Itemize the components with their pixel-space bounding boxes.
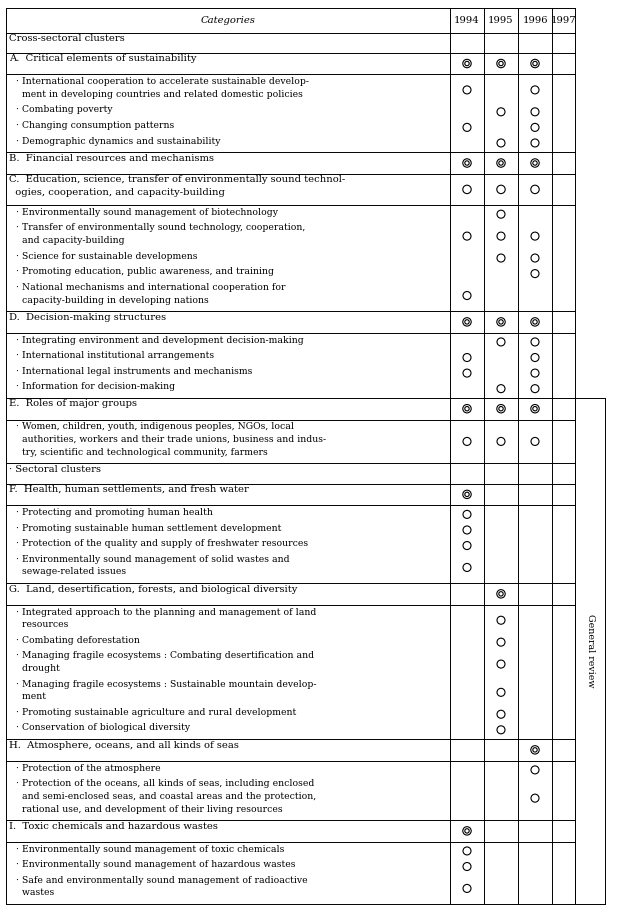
Text: · Managing fragile ecosystems : Sustainable mountain develop-: · Managing fragile ecosystems : Sustaina… [16,680,317,689]
Text: · Environmentally sound management of solid wastes and: · Environmentally sound management of so… [16,554,289,564]
Text: G.  Land, desertification, forests, and biological diversity: G. Land, desertification, forests, and b… [9,584,297,594]
Text: · Science for sustainable developmens: · Science for sustainable developmens [16,252,197,261]
Text: drought: drought [16,664,60,673]
Text: · Integrated approach to the planning and management of land: · Integrated approach to the planning an… [16,607,317,616]
Text: · National mechanisms and international cooperation for: · National mechanisms and international … [16,283,286,292]
Text: · Demographic dynamics and sustainability: · Demographic dynamics and sustainabilit… [16,136,220,145]
Text: A.  Critical elements of sustainability: A. Critical elements of sustainability [9,55,196,64]
Text: E.  Roles of major groups: E. Roles of major groups [9,399,137,408]
Text: · Promoting sustainable human settlement development: · Promoting sustainable human settlement… [16,524,281,533]
Text: D.  Decision-making structures: D. Decision-making structures [9,313,166,322]
Text: · Managing fragile ecosystems : Combating desertification and: · Managing fragile ecosystems : Combatin… [16,652,314,660]
Text: F.  Health, human settlements, and fresh water: F. Health, human settlements, and fresh … [9,485,249,494]
Text: · Sectoral clusters: · Sectoral clusters [9,464,101,474]
Text: Categories: Categories [201,15,255,25]
Text: and semi-enclosed seas, and coastal areas and the protection,: and semi-enclosed seas, and coastal area… [16,792,316,801]
Text: · Environmentally sound management of hazardous wastes: · Environmentally sound management of ha… [16,860,296,869]
Text: · Environmentally sound management of toxic chemicals: · Environmentally sound management of to… [16,844,284,854]
Text: · Conservation of biological diversity: · Conservation of biological diversity [16,724,190,733]
Text: General review: General review [586,614,595,688]
Text: try, scientific and technological community, farmers: try, scientific and technological commun… [16,448,268,457]
Text: · Women, children, youth, indigenous peoples, NGOs, local: · Women, children, youth, indigenous peo… [16,423,294,432]
Text: 1994: 1994 [454,15,480,25]
Text: rational use, and development of their living resources: rational use, and development of their l… [16,804,283,814]
Text: Cross-sectoral clusters: Cross-sectoral clusters [9,34,125,43]
Text: B.  Financial resources and mechanisms: B. Financial resources and mechanisms [9,154,214,163]
Text: wastes: wastes [16,888,54,897]
Text: · Integrating environment and development decision-making: · Integrating environment and developmen… [16,335,304,345]
Text: · Promoting sustainable agriculture and rural development: · Promoting sustainable agriculture and … [16,708,296,717]
Text: 1996: 1996 [522,15,548,25]
Text: and capacity-building: and capacity-building [16,236,125,245]
Text: · International legal instruments and mechanisms: · International legal instruments and me… [16,366,252,375]
Text: H.  Atmosphere, oceans, and all kinds of seas: H. Atmosphere, oceans, and all kinds of … [9,741,239,750]
Text: · International cooperation to accelerate sustainable develop-: · International cooperation to accelerat… [16,77,309,86]
Text: · Protecting and promoting human health: · Protecting and promoting human health [16,508,213,517]
Text: · Transfer of environmentally sound technology, cooperation,: · Transfer of environmentally sound tech… [16,224,305,233]
Text: · International institutional arrangements: · International institutional arrangemen… [16,351,214,360]
Text: capacity-building in developing nations: capacity-building in developing nations [16,295,209,305]
Text: authorities, workers and their trade unions, business and indus-: authorities, workers and their trade uni… [16,435,326,445]
Text: I.  Toxic chemicals and hazardous wastes: I. Toxic chemicals and hazardous wastes [9,822,218,831]
Text: · Information for decision-making: · Information for decision-making [16,383,175,391]
Text: · Combating poverty: · Combating poverty [16,105,113,115]
Text: resources: resources [16,620,68,629]
Text: ment in developing countries and related domestic policies: ment in developing countries and related… [16,90,303,99]
Text: · Protection of the atmosphere: · Protection of the atmosphere [16,764,160,773]
Text: ogies, cooperation, and capacity-building: ogies, cooperation, and capacity-buildin… [9,188,225,197]
Text: C.  Education, science, transfer of environmentally sound technol-: C. Education, science, transfer of envir… [9,175,346,185]
Text: ment: ment [16,693,46,702]
Text: · Promoting education, public awareness, and training: · Promoting education, public awareness,… [16,267,274,276]
Text: · Environmentally sound management of biotechnology: · Environmentally sound management of bi… [16,208,278,217]
Text: 1997: 1997 [551,15,576,25]
Text: · Protection of the oceans, all kinds of seas, including enclosed: · Protection of the oceans, all kinds of… [16,779,315,788]
Text: · Combating deforestation: · Combating deforestation [16,635,140,644]
Text: 1995: 1995 [488,15,514,25]
Text: · Changing consumption patterns: · Changing consumption patterns [16,121,174,130]
Text: · Safe and environmentally sound management of radioactive: · Safe and environmentally sound managem… [16,875,308,884]
Text: sewage-related issues: sewage-related issues [16,567,126,576]
Text: · Protection of the quality and supply of freshwater resources: · Protection of the quality and supply o… [16,539,308,548]
